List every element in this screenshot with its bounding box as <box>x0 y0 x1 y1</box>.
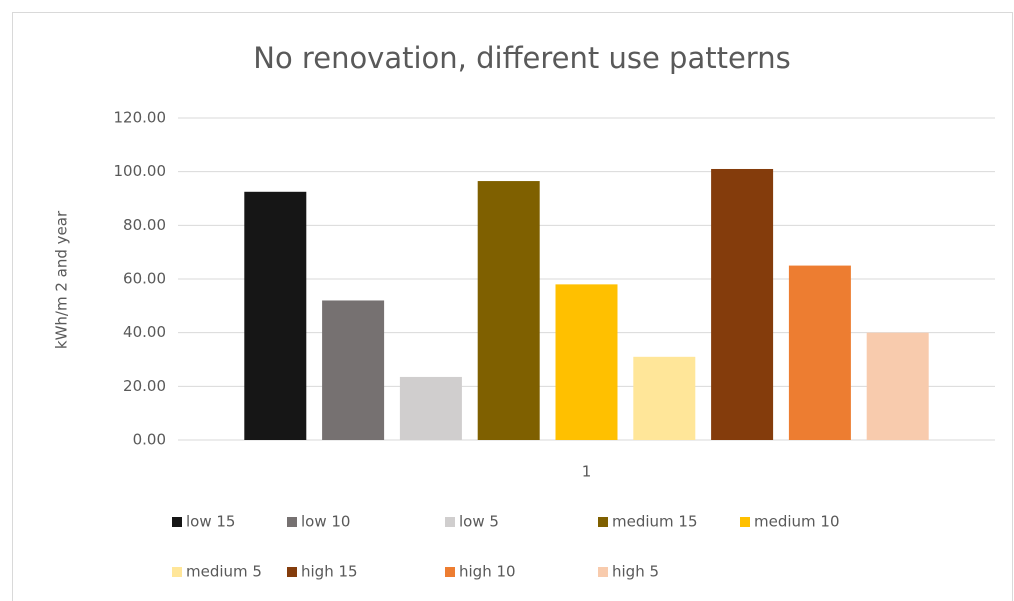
legend-label: medium 10 <box>754 513 840 531</box>
y-tick-label: 100.00 <box>114 162 167 180</box>
legend-label: medium 5 <box>186 563 262 581</box>
bar <box>788 265 851 440</box>
bar <box>322 300 385 440</box>
legend-swatch <box>598 567 608 577</box>
legend-swatch <box>598 517 608 527</box>
legend-swatch <box>445 517 455 527</box>
bar <box>711 168 774 440</box>
y-tick-label: 60.00 <box>123 270 166 288</box>
y-tick-label: 120.00 <box>114 109 167 127</box>
legend-label: high 10 <box>459 563 516 581</box>
x-tick-label: 1 <box>582 463 592 481</box>
legend-label: medium 15 <box>612 513 698 531</box>
y-tick-label: 20.00 <box>123 377 166 395</box>
legend-label: low 5 <box>459 513 499 531</box>
bar <box>477 181 540 440</box>
bar <box>555 284 618 440</box>
bar <box>399 376 462 440</box>
legend-swatch <box>445 567 455 577</box>
legend-label: high 15 <box>301 563 358 581</box>
y-tick-label: 40.00 <box>123 323 166 341</box>
bar <box>866 332 929 440</box>
bar <box>633 356 696 440</box>
legend-swatch <box>172 517 182 527</box>
legend-label: low 10 <box>301 513 350 531</box>
y-tick-label: 80.00 <box>123 216 166 234</box>
legend-swatch <box>287 517 297 527</box>
legend-label: low 15 <box>186 513 235 531</box>
legend-label: high 5 <box>612 563 659 581</box>
y-axis-label: kWh/m 2 and year <box>53 210 71 349</box>
y-tick-label: 0.00 <box>133 431 166 449</box>
bar <box>244 191 307 440</box>
legend-swatch <box>287 567 297 577</box>
legend-swatch <box>172 567 182 577</box>
chart-title: No renovation, different use patterns <box>253 41 790 75</box>
legend-swatch <box>740 517 750 527</box>
